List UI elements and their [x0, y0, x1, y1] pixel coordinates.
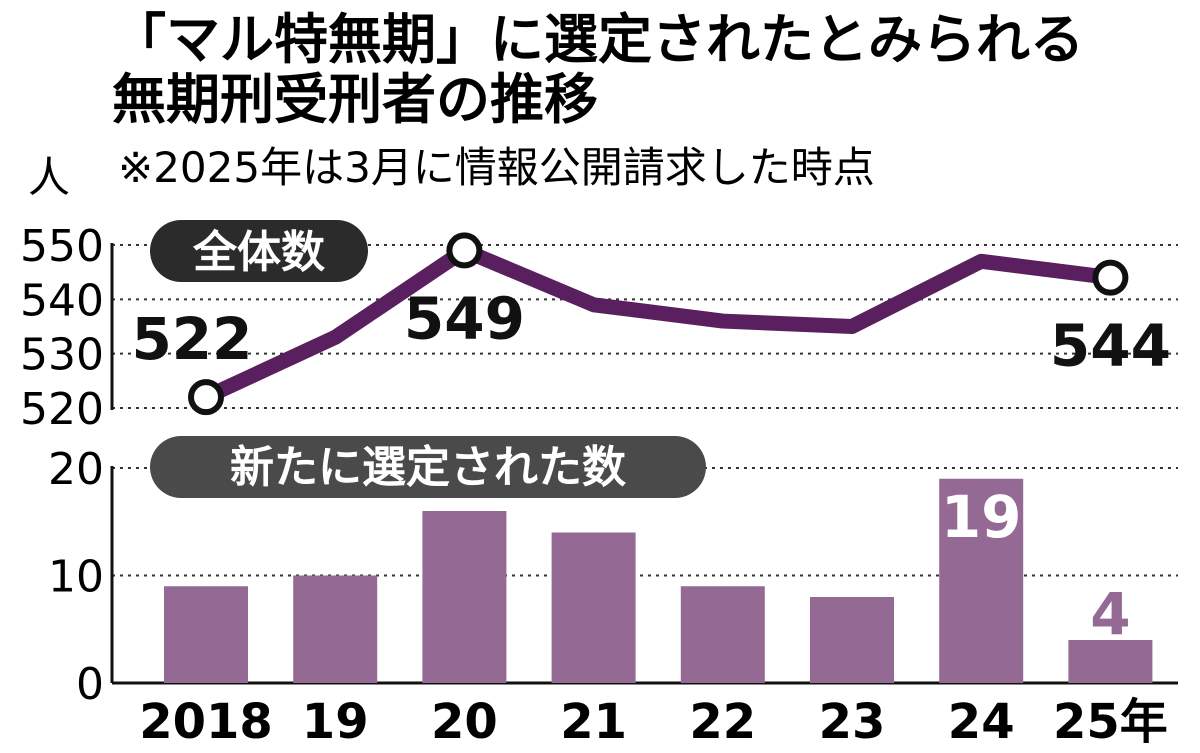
bar [810, 597, 894, 683]
x-tick-label: 21 [560, 694, 627, 750]
y-unit-label: 人 [28, 153, 70, 202]
x-tick-label: 24 [948, 694, 1015, 750]
bar [293, 575, 378, 683]
line-y-tick-label: 540 [20, 275, 104, 326]
x-tick-label: 19 [302, 694, 369, 750]
bar-data-label: 19 [941, 483, 1022, 551]
total-count-line [198, 242, 1118, 405]
line-y-tick-label: 520 [20, 384, 104, 435]
bar [680, 586, 765, 683]
line-chart [188, 232, 1129, 416]
line-y-tick-label: 550 [20, 221, 104, 272]
chart-note: ※2025年は3月に情報公開請求した時点 [118, 143, 875, 192]
line-point-label: 544 [1050, 312, 1171, 380]
line-point-marker [446, 232, 483, 269]
line-series-pill [150, 220, 368, 282]
bar-y-tick-label: 0 [76, 659, 104, 710]
bar-data-label: 4 [1090, 580, 1130, 648]
bar-y-tick-label: 20 [48, 444, 104, 495]
x-tick-label: 25年 [1053, 694, 1168, 750]
bar [551, 532, 636, 683]
chart-header: 「マル特無期」に選定されたとみられる 無期刑受刑者の推移 ※2025年は3月に情… [28, 8, 1084, 202]
x-tick-label: 2018 [139, 694, 273, 750]
line-point-label: 549 [404, 284, 525, 352]
bar [939, 478, 1024, 683]
line-series-title: 全体数 [192, 227, 325, 278]
chart-title-line-1: 「マル特無期」に選定されたとみられる [112, 8, 1084, 71]
bar [422, 511, 507, 683]
x-tick-label: 20 [431, 694, 498, 750]
bar [164, 586, 248, 683]
bar-chart [164, 478, 1153, 683]
bar [1068, 640, 1153, 683]
bar-series-title: 新たに選定された数 [230, 442, 626, 493]
line-point-marker [1092, 259, 1129, 296]
chart-title-line-2: 無期刑受刑者の推移 [112, 68, 598, 131]
line-point-marker [188, 379, 224, 416]
bar-series-pill [150, 436, 706, 498]
line-point-label: 522 [131, 305, 252, 373]
x-tick-label: 23 [819, 694, 886, 750]
x-tick-label: 22 [689, 694, 756, 750]
line-y-tick-label: 530 [20, 330, 104, 381]
bar-y-tick-label: 10 [48, 552, 104, 603]
